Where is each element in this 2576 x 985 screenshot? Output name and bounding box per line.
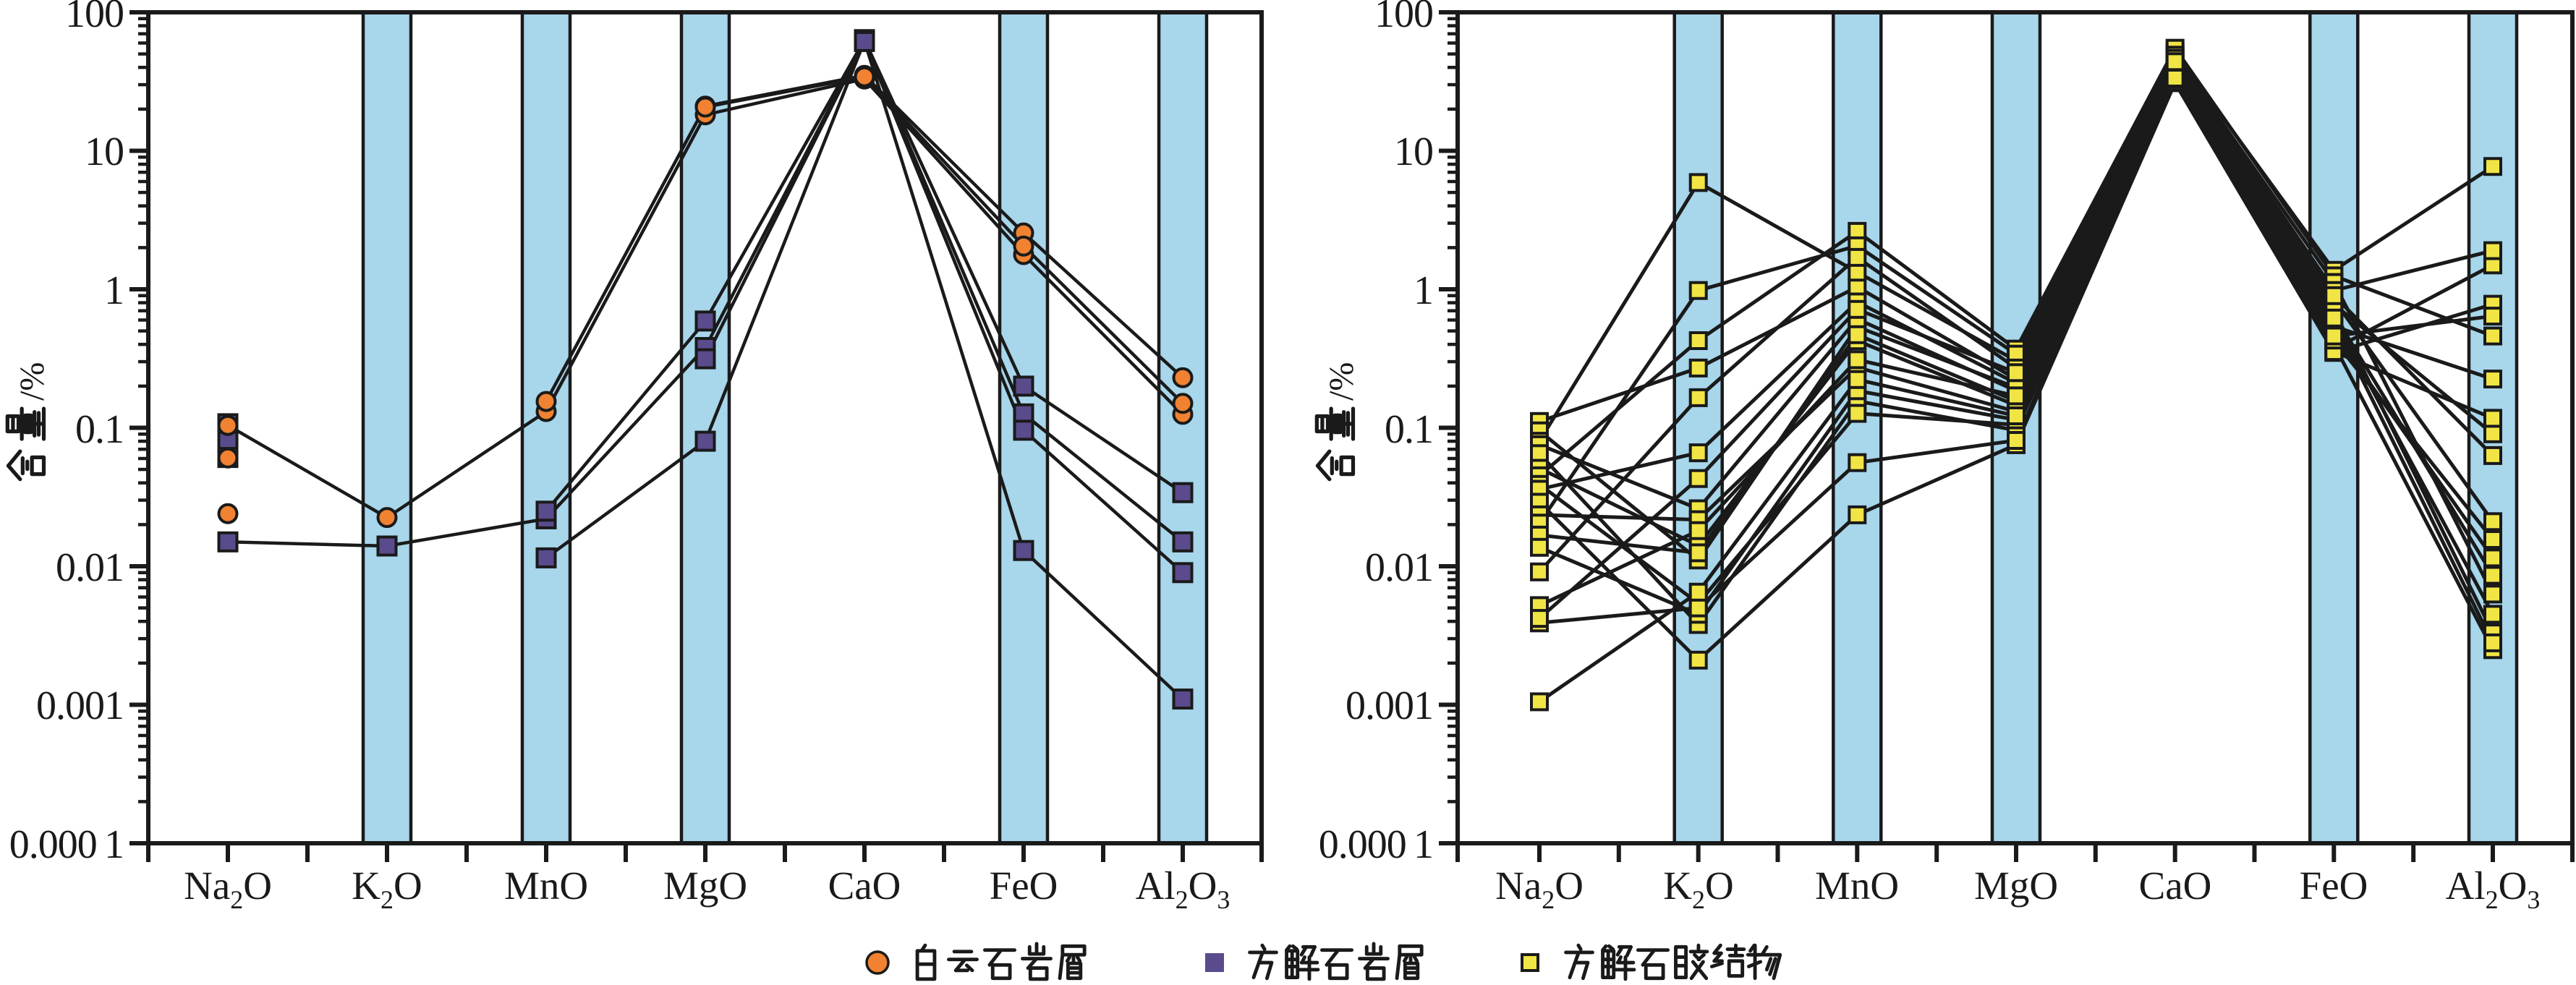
svg-text:10: 10 bbox=[85, 129, 124, 174]
svg-text:0.001: 0.001 bbox=[36, 683, 124, 728]
svg-text:100: 100 bbox=[1374, 0, 1433, 36]
svg-text:MnO: MnO bbox=[1815, 864, 1899, 908]
svg-text:/%: /% bbox=[13, 362, 51, 401]
svg-text:MgO: MgO bbox=[1974, 864, 2058, 908]
svg-text:0.000 1: 0.000 1 bbox=[1319, 822, 1433, 867]
svg-text:CaO: CaO bbox=[828, 864, 901, 908]
svg-text:K2O: K2O bbox=[352, 864, 422, 914]
svg-text:100: 100 bbox=[65, 0, 124, 36]
svg-text:0.000 1: 0.000 1 bbox=[9, 822, 124, 867]
svg-text:1: 1 bbox=[104, 268, 124, 313]
svg-text:FeO: FeO bbox=[990, 864, 1058, 908]
svg-text:FeO: FeO bbox=[2300, 864, 2368, 908]
svg-text:0.1: 0.1 bbox=[75, 407, 124, 452]
svg-text:10: 10 bbox=[1394, 129, 1433, 174]
svg-text:0.01: 0.01 bbox=[56, 545, 124, 590]
svg-text:/%: /% bbox=[1322, 362, 1361, 401]
svg-text:0.01: 0.01 bbox=[1365, 545, 1433, 590]
svg-text:CaO: CaO bbox=[2139, 864, 2212, 908]
svg-text:Na2O: Na2O bbox=[1495, 864, 1584, 914]
svg-text:1: 1 bbox=[1414, 268, 1433, 313]
svg-text:Na2O: Na2O bbox=[184, 864, 272, 914]
svg-text:0.1: 0.1 bbox=[1385, 407, 1433, 452]
svg-text:MnO: MnO bbox=[504, 864, 588, 908]
svg-text:0.001: 0.001 bbox=[1346, 683, 1433, 728]
svg-text:MgO: MgO bbox=[663, 864, 747, 908]
